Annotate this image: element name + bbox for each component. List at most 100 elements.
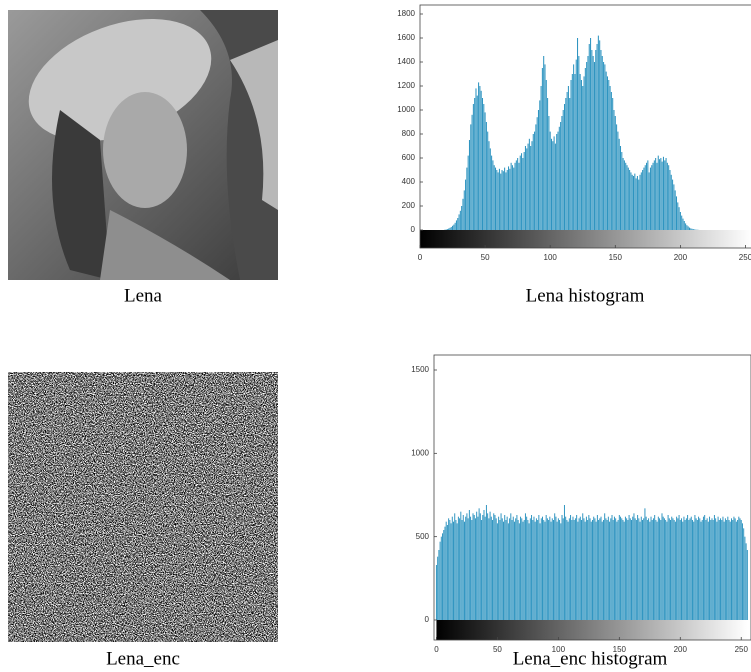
bar (478, 508, 480, 620)
bar (498, 516, 500, 620)
x-tick-label: 150 (609, 253, 623, 262)
bar (576, 515, 578, 620)
bars (435, 505, 748, 620)
bar (569, 98, 571, 230)
bar (510, 162, 512, 230)
bar (478, 82, 480, 231)
bar (577, 38, 579, 230)
bar (489, 148, 491, 230)
bar (684, 520, 686, 620)
bar (694, 229, 696, 230)
bar (679, 520, 681, 620)
bar (524, 146, 526, 230)
bar (661, 161, 663, 230)
bar (603, 62, 605, 230)
y-tick-label: 1000 (397, 105, 415, 114)
bar (624, 516, 626, 620)
bar (678, 515, 680, 620)
bar (528, 138, 530, 230)
bar (501, 518, 503, 620)
bar (522, 158, 524, 230)
chart-caption: Lena_enc histogram (513, 648, 668, 669)
bar (612, 520, 614, 620)
bar (588, 44, 590, 230)
bar (740, 520, 742, 620)
bar (609, 86, 611, 230)
bar (548, 520, 550, 620)
bar (678, 207, 680, 230)
bar (578, 518, 580, 620)
bar (522, 521, 524, 620)
bar (600, 516, 602, 620)
bar (566, 520, 568, 620)
x-tick-label: 50 (481, 253, 490, 262)
bar (626, 165, 628, 230)
y-tick-label: 1000 (411, 448, 429, 457)
bar (682, 218, 684, 230)
bar (537, 110, 539, 230)
bar (455, 520, 457, 620)
bar (567, 521, 569, 620)
bar (554, 513, 556, 620)
bar (540, 86, 542, 230)
bar (695, 518, 697, 620)
bar (613, 516, 615, 620)
bar (621, 518, 623, 620)
bar (471, 114, 473, 230)
bar (467, 155, 469, 230)
bar (545, 80, 547, 230)
bar (527, 520, 529, 620)
bar (580, 80, 582, 230)
bar (607, 516, 609, 620)
bar (526, 516, 528, 620)
bar (518, 523, 520, 620)
x-tick-label: 0 (434, 645, 439, 654)
bar (682, 521, 684, 620)
bar (642, 170, 644, 230)
bar (688, 227, 691, 230)
bar (471, 520, 473, 620)
bar (544, 64, 546, 231)
bar (611, 515, 613, 620)
bar (622, 158, 624, 230)
bar (668, 165, 670, 230)
bar (628, 515, 630, 620)
bar (461, 206, 463, 230)
bar (479, 513, 481, 620)
bar (493, 513, 495, 620)
bar (535, 124, 537, 230)
bar (665, 158, 667, 230)
bar (694, 515, 696, 620)
bar (618, 515, 620, 620)
bar (557, 131, 559, 230)
bar (504, 515, 506, 620)
bar (521, 518, 523, 620)
bar (541, 68, 543, 230)
bar (681, 518, 682, 620)
bar (605, 518, 607, 620)
bar (523, 152, 525, 230)
bar (693, 521, 695, 620)
bar (560, 523, 562, 620)
bar (656, 162, 658, 230)
bar (502, 171, 504, 230)
y-tick-label: 1200 (397, 81, 415, 90)
bar (453, 224, 455, 230)
bar (683, 516, 685, 620)
bar (596, 515, 598, 620)
bar (496, 170, 498, 230)
bar (542, 516, 543, 620)
bar (673, 520, 675, 620)
bar (532, 134, 534, 230)
bar (601, 56, 603, 230)
bar (685, 223, 687, 230)
bar (484, 516, 486, 620)
bar (687, 226, 689, 230)
bar (585, 516, 587, 620)
colorbar (436, 620, 748, 640)
bar (510, 513, 512, 620)
bar (565, 98, 567, 230)
bar (643, 167, 645, 230)
bar (573, 520, 575, 620)
bar (637, 515, 639, 620)
